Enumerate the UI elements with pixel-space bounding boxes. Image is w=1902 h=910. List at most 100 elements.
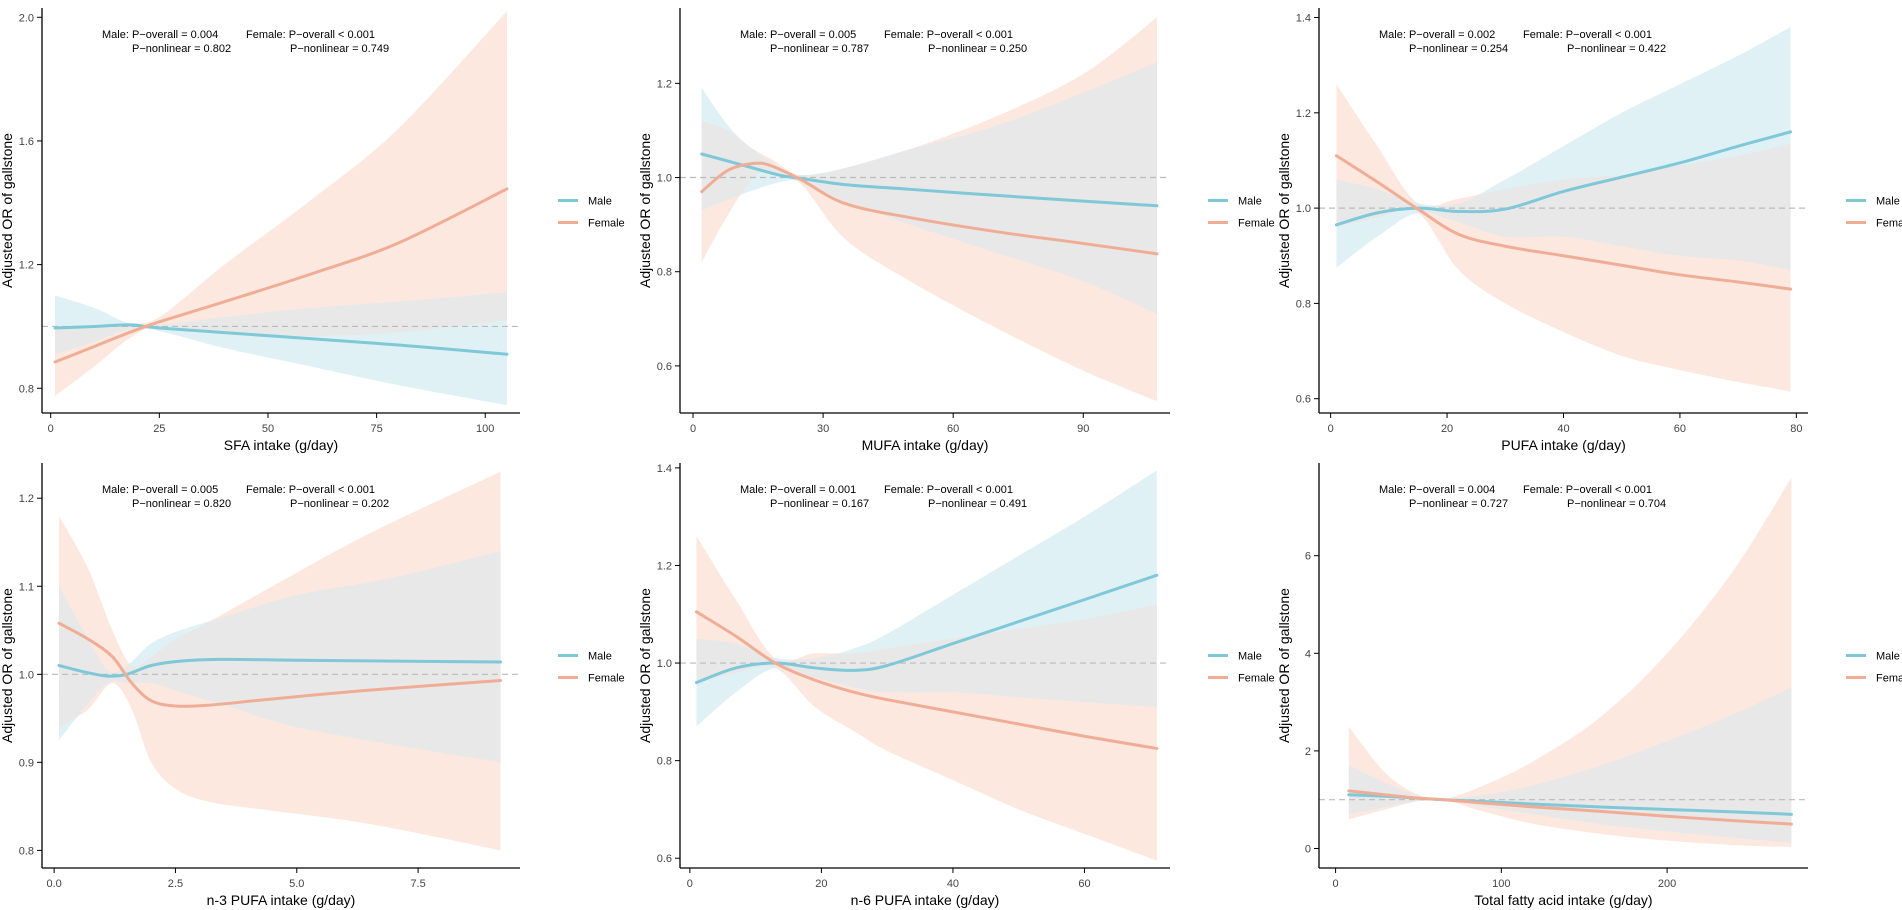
x-axis-label: Total fatty acid intake (g/day) <box>1474 892 1652 908</box>
x-tick-label: 0 <box>690 423 696 435</box>
legend-label-male: Male <box>1238 651 1262 663</box>
panel-sfa: 0 25 50 75 100 0.8 1.2 1.6 2.0 SFA intake (g/day)… <box>0 8 625 453</box>
y-tick-label: 1.0 <box>657 658 672 670</box>
y-tick-label: 4 <box>1305 648 1311 660</box>
overlap-ci-band <box>696 536 1157 727</box>
y-tick-label: 0.9 <box>19 757 34 769</box>
male-p-nonlinear: P−nonlinear = 0.787 <box>770 43 869 55</box>
y-tick-label: 2.0 <box>19 12 34 24</box>
y-tick-label: 0.8 <box>657 267 672 279</box>
ci-bands <box>696 470 1157 861</box>
x-tick-label: 100 <box>1492 878 1510 890</box>
female-p-overall: Female: P−overall < 0.001 <box>246 29 375 41</box>
male-p-overall: Male: P−overall = 0.004 <box>1379 484 1495 496</box>
x-tick-label: 50 <box>262 423 274 435</box>
x-tick-label: 0 <box>1328 423 1334 435</box>
x-axis-label: PUFA intake (g/day) <box>1501 437 1626 453</box>
legend-label-male: Male <box>588 651 612 663</box>
male-line <box>53 323 509 356</box>
female-p-overall: Female: P−overall < 0.001 <box>1523 484 1652 496</box>
x-tick-label: 0.0 <box>46 878 61 890</box>
female-ci-band <box>1336 84 1791 392</box>
x-tick-label: 0 <box>687 878 693 890</box>
female-p-nonlinear: P−nonlinear = 0.749 <box>290 43 389 55</box>
x-tick-label: 0 <box>1333 878 1339 890</box>
y-tick-label: 1.2 <box>1296 108 1311 120</box>
x-tick-label: 80 <box>1790 423 1802 435</box>
y-tick-label: 0.8 <box>19 845 34 857</box>
ci-bands <box>55 11 507 406</box>
y-axis-label: Adjusted OR of gallstone <box>637 588 653 743</box>
panel-total-fatty-acid: 0 100 200 0 2 4 6 Total fatty acid intake (g/da… <box>1276 463 1902 908</box>
series-lines <box>1334 130 1793 291</box>
x-tick-label: 5.0 <box>289 878 304 890</box>
male-p-nonlinear: P−nonlinear = 0.802 <box>132 43 231 55</box>
female-line <box>57 621 503 708</box>
x-tick-label: 40 <box>1557 423 1569 435</box>
x-tick-label: 2.5 <box>168 878 183 890</box>
y-tick-label: 1.4 <box>657 463 672 475</box>
x-axis-label: n-6 PUFA intake (g/day) <box>851 892 1000 908</box>
female-p-nonlinear: P−nonlinear = 0.250 <box>928 43 1027 55</box>
ci-bands <box>1348 477 1792 848</box>
female-p-overall: Female: P−overall < 0.001 <box>1523 29 1652 41</box>
female-p-overall: Female: P−overall < 0.001 <box>884 484 1013 496</box>
female-p-nonlinear: P−nonlinear = 0.491 <box>928 498 1027 510</box>
y-tick-label: 1.0 <box>657 173 672 185</box>
female-ci-band <box>55 11 507 397</box>
series-lines <box>694 573 1159 750</box>
series-lines <box>700 152 1159 256</box>
male-p-overall: Male: P−overall = 0.001 <box>740 484 856 496</box>
x-tick-label: 7.5 <box>410 878 425 890</box>
female-line <box>1347 789 1793 826</box>
y-tick-label: 6 <box>1305 551 1311 563</box>
female-line <box>700 161 1159 256</box>
y-tick-label: 1.4 <box>1296 13 1311 25</box>
x-tick-label: 60 <box>1674 423 1686 435</box>
x-tick-label: 20 <box>1441 423 1453 435</box>
x-axis-label: MUFA intake (g/day) <box>862 437 989 453</box>
overlap-ci-band <box>58 551 501 763</box>
overlap-ci-band <box>1348 687 1792 843</box>
x-tick-label: 40 <box>947 878 959 890</box>
y-axis-label: Adjusted OR of gallstone <box>637 133 653 288</box>
y-axis-label: Adjusted OR of gallstone <box>1276 588 1292 743</box>
legend-label-male: Male <box>1876 196 1900 208</box>
x-axis-label: n-3 PUFA intake (g/day) <box>207 892 356 908</box>
y-tick-label: 2 <box>1305 746 1311 758</box>
y-tick-label: 1.0 <box>1296 203 1311 215</box>
x-tick-label: 200 <box>1658 878 1676 890</box>
ci-bands <box>701 17 1157 402</box>
panel-n6-pufa: 0 20 40 60 0.6 0.8 1.0 1.2 1.4 n-6 PUFA intake (g… <box>637 463 1275 908</box>
x-tick-label: 30 <box>817 423 829 435</box>
male-p-nonlinear: P−nonlinear = 0.727 <box>1409 498 1508 510</box>
female-p-overall: Female: P−overall < 0.001 <box>884 29 1013 41</box>
male-p-overall: Male: P−overall = 0.005 <box>102 484 218 496</box>
male-p-nonlinear: P−nonlinear = 0.254 <box>1409 43 1508 55</box>
male-line <box>694 573 1159 685</box>
y-axis-label: Adjusted OR of gallstone <box>1276 133 1292 288</box>
female-p-overall: Female: P−overall < 0.001 <box>246 484 375 496</box>
y-tick-label: 0.6 <box>1296 394 1311 406</box>
female-line <box>53 187 509 364</box>
male-p-overall: Male: P−overall = 0.005 <box>740 29 856 41</box>
y-tick-label: 1.6 <box>19 136 34 148</box>
female-p-nonlinear: P−nonlinear = 0.704 <box>1567 498 1666 510</box>
female-line <box>694 610 1159 750</box>
male-line <box>1334 130 1793 227</box>
x-tick-label: 25 <box>153 423 165 435</box>
x-axis-label: SFA intake (g/day) <box>224 437 338 453</box>
x-tick-label: 90 <box>1077 423 1089 435</box>
ci-bands <box>1336 27 1791 392</box>
legend-label-female: Female <box>1876 673 1902 685</box>
legend-label-female: Female <box>1238 218 1275 230</box>
overlap-ci-band <box>701 62 1157 315</box>
ci-bands <box>58 471 501 851</box>
legend-label-female: Female <box>1876 218 1902 230</box>
female-ci-band <box>696 536 1157 861</box>
y-tick-label: 1.1 <box>19 581 34 593</box>
series-lines <box>1347 789 1793 826</box>
legend-label-female: Female <box>1238 673 1275 685</box>
panel-mufa: 0 30 60 90 0.6 0.8 1.0 1.2 MUFA intake (g/day) Ad… <box>637 8 1275 453</box>
y-tick-label: 1.2 <box>657 560 672 572</box>
